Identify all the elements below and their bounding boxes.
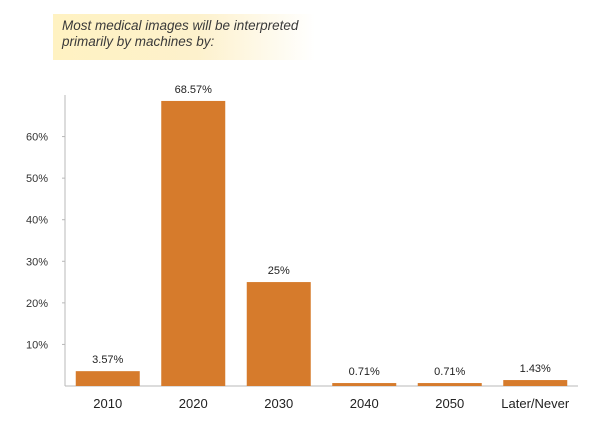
data-label: 0.71% [349,366,380,378]
y-tick-label: 30% [26,256,48,268]
bar-2010 [75,371,140,386]
y-tick-label: 40% [26,215,48,227]
chart-title-banner: Most medical images will be interpreted … [53,14,315,60]
bar-later-never [503,380,568,386]
bar-2030 [246,282,311,386]
chart-labels: 3.57% 2010 68.57% 2020 25% 2030 0.71% 2040 0.71%… [92,84,570,411]
chart-title: Most medical images will be interpreted … [62,18,299,49]
x-tick-label: 2050 [435,396,464,411]
y-tick-label: 50% [26,173,48,185]
bar-2020 [161,100,226,387]
y-tick-label: 20% [26,298,48,310]
data-label: 3.57% [92,354,123,366]
data-label: 0.71% [434,366,465,378]
y-tick-label: 60% [26,132,48,144]
data-label: 68.57% [175,84,213,96]
x-tick-label: 2040 [350,396,379,411]
x-tick-label: 2030 [264,396,293,411]
bar-2040 [332,383,397,386]
y-tick-label: 10% [26,339,48,351]
bar-2050 [417,383,482,386]
chart-axes: 10% 20% 30% 40% 50% 60% [26,95,578,387]
x-tick-label: 2010 [93,396,122,411]
x-tick-label: 2020 [179,396,208,411]
x-tick-label: Later/Never [501,396,570,411]
data-label: 25% [268,265,290,277]
chart-bars [75,100,568,387]
data-label: 1.43% [520,363,551,375]
